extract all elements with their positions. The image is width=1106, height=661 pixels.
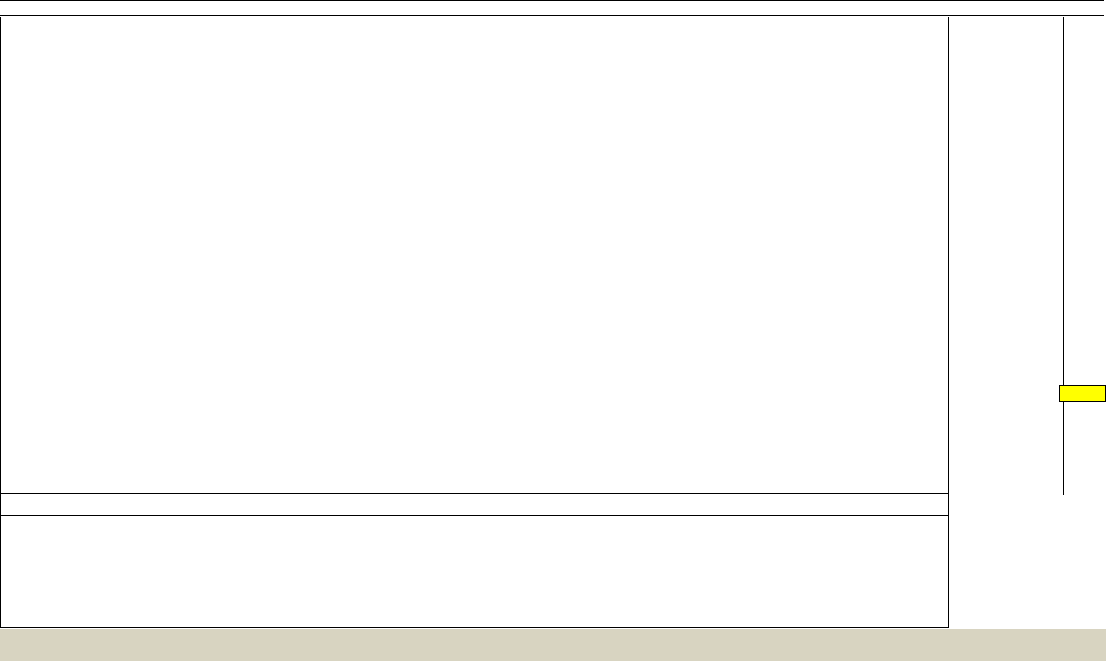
current-price-badge: [1059, 385, 1106, 402]
price-chart-svg: [1, 17, 948, 493]
instaforex-logo: [0, 530, 140, 661]
chart-title-bar: [0, 0, 1104, 16]
date-axis: [0, 494, 949, 516]
price-chart-pane: [0, 17, 949, 494]
price-axis-line: [1063, 17, 1064, 495]
macd-histogram: [1, 516, 948, 627]
macd-pane: [0, 516, 949, 628]
indicator-tab-strip: [0, 629, 1106, 661]
